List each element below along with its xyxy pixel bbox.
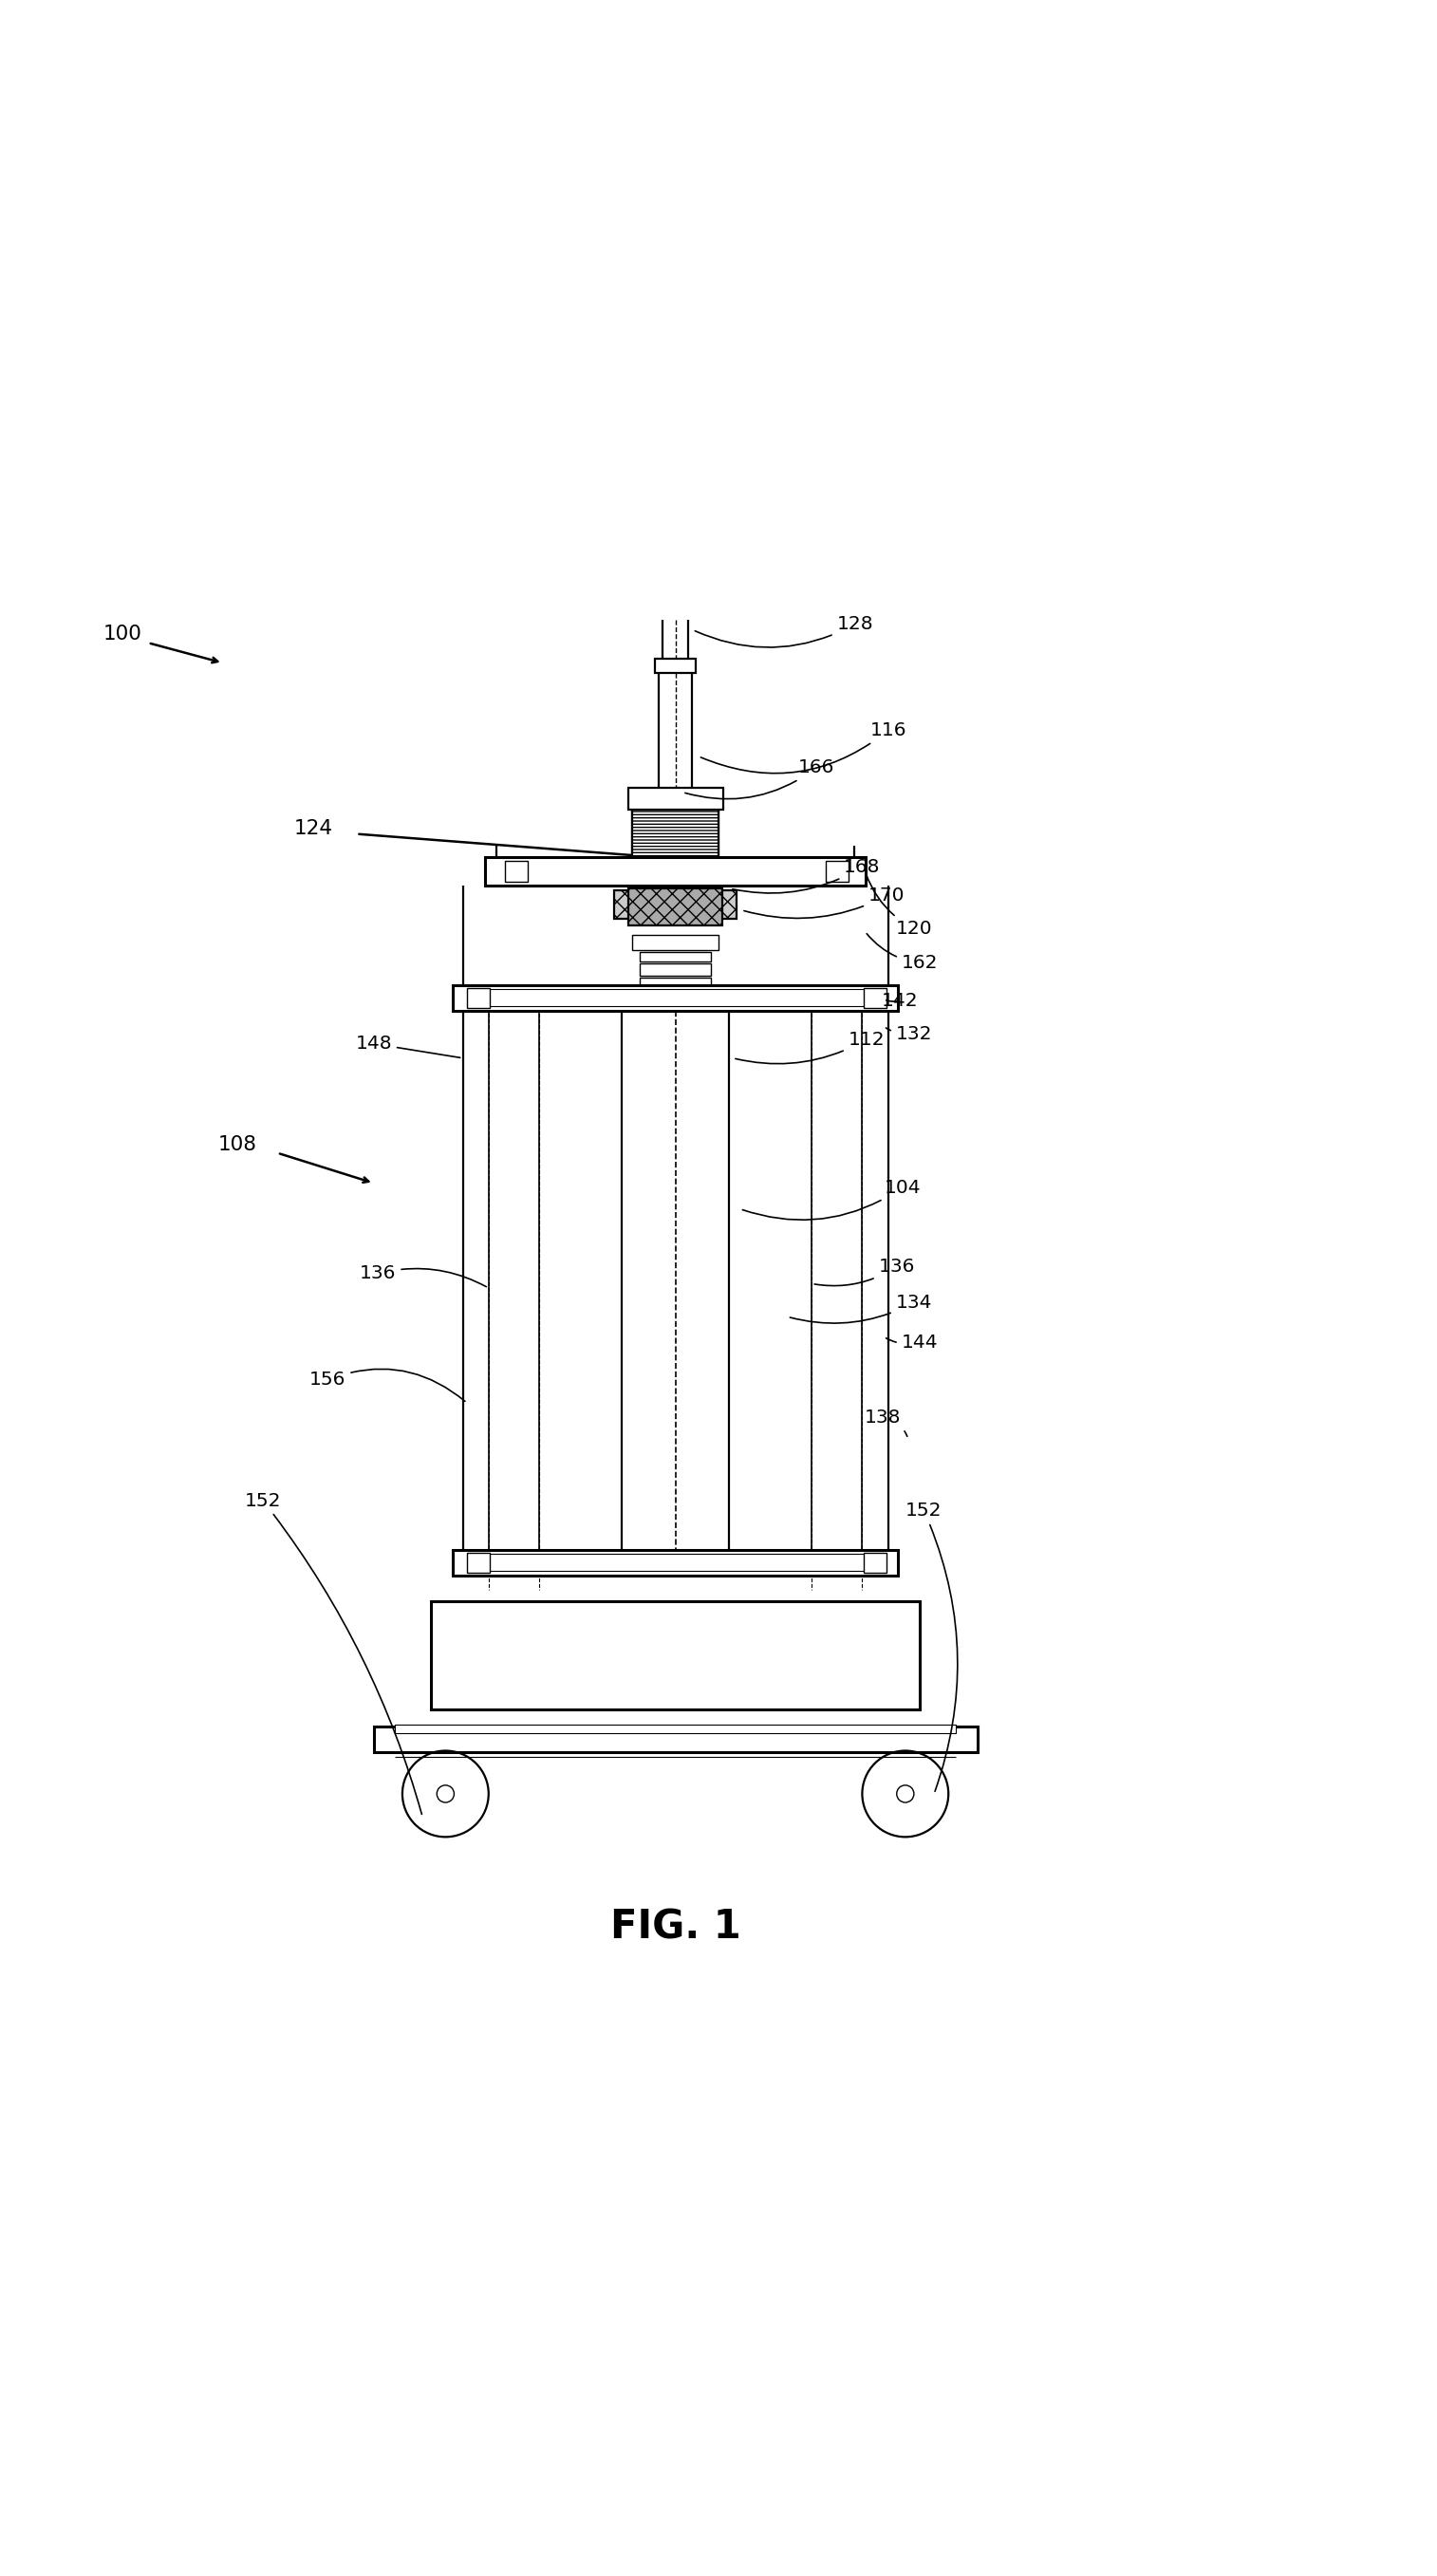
Bar [431, 1602, 920, 1708]
Text: 168: 168 [733, 858, 881, 894]
Bar [639, 979, 711, 987]
Text: FIG. 1: FIG. 1 [611, 1909, 740, 1947]
Bar [467, 1553, 490, 1571]
Text: 104: 104 [743, 1177, 921, 1221]
Bar [639, 963, 711, 976]
Text: 116: 116 [701, 721, 907, 773]
Text: 152: 152 [244, 1492, 422, 1814]
Text: 144: 144 [887, 1334, 938, 1352]
Text: 148: 148 [355, 1036, 460, 1059]
Bar [506, 860, 529, 881]
Text: 120: 120 [867, 873, 933, 938]
Bar [374, 1726, 977, 1752]
Bar [453, 984, 898, 1010]
Text: 134: 134 [790, 1293, 933, 1324]
Bar [632, 989, 718, 1005]
Bar [628, 788, 723, 809]
Text: 156: 156 [309, 1368, 466, 1401]
Bar [467, 987, 490, 1007]
Bar [395, 1726, 956, 1734]
Text: 170: 170 [744, 886, 905, 917]
Text: 100: 100 [103, 623, 141, 644]
Text: 138: 138 [864, 1409, 907, 1437]
Bar [479, 1553, 872, 1571]
Bar [639, 951, 711, 961]
Bar [632, 935, 718, 951]
Bar [614, 889, 736, 920]
Bar [864, 1553, 887, 1571]
Text: 124: 124 [293, 819, 333, 837]
Text: 136: 136 [359, 1265, 486, 1288]
Text: 132: 132 [887, 1025, 933, 1043]
Text: 128: 128 [696, 616, 874, 647]
Text: 162: 162 [867, 933, 938, 971]
Bar [479, 989, 872, 1007]
Bar [655, 659, 696, 672]
Bar [632, 809, 718, 894]
Text: 112: 112 [736, 1030, 885, 1064]
Text: 108: 108 [217, 1136, 257, 1154]
Bar [453, 1551, 898, 1577]
Text: 142: 142 [881, 992, 918, 1010]
Text: 136: 136 [815, 1257, 915, 1285]
Bar [864, 987, 887, 1007]
Text: 166: 166 [685, 760, 835, 799]
Text: 152: 152 [905, 1502, 957, 1790]
Bar [484, 858, 865, 886]
Bar [825, 860, 848, 881]
Bar [628, 889, 721, 925]
